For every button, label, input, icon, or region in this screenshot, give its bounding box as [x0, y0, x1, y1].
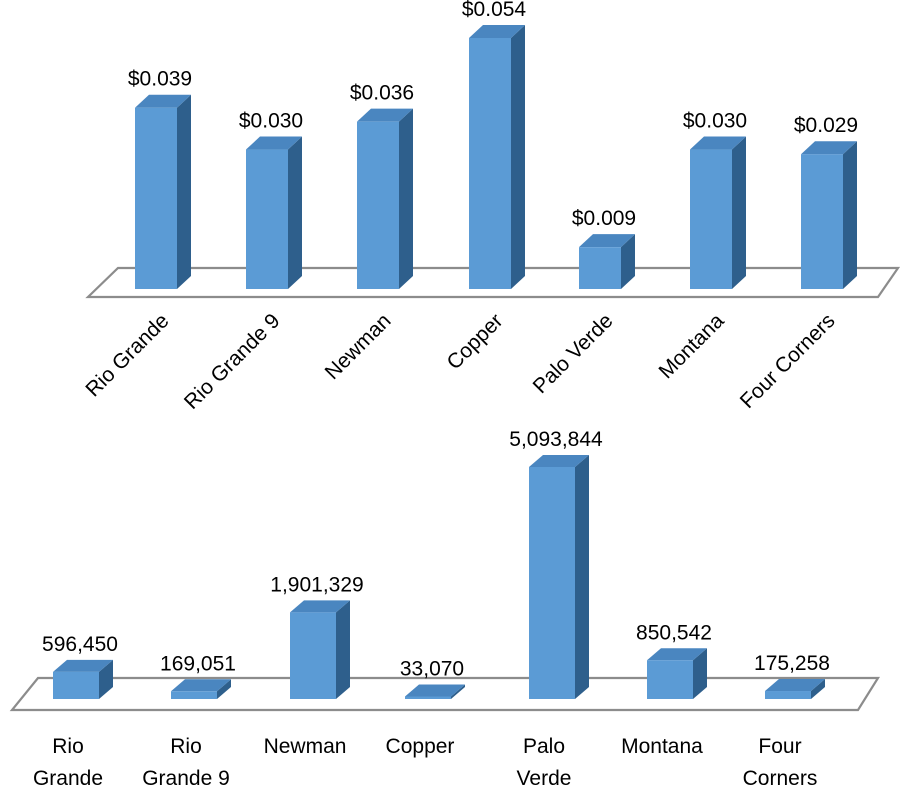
data-label: $0.030 [239, 110, 303, 133]
bar-front [357, 121, 399, 290]
bar-top [135, 94, 191, 108]
data-label: $0.009 [572, 207, 636, 230]
bar-four-corners [765, 679, 825, 699]
bar-front [690, 149, 732, 289]
bar-newman [290, 600, 350, 699]
bar-front [246, 149, 288, 289]
data-label: 850,542 [636, 621, 712, 644]
category-label: Copper [443, 309, 508, 374]
chart-cost-per-unit: $0.039 Rio Grande $0.030 Rio Grande 9 $0.036… [81, 0, 901, 414]
bar-four-corners [801, 141, 857, 289]
bar-montana [690, 136, 746, 289]
bar-side [336, 600, 350, 699]
category-label: Montana [654, 309, 728, 383]
category-label: Montana [621, 735, 703, 758]
data-label: 175,258 [754, 652, 830, 675]
bar-copper [469, 25, 525, 289]
data-label: 33,070 [400, 658, 464, 681]
category-label: Grande [33, 767, 103, 790]
bar-side [575, 455, 589, 699]
category-label: Newman [321, 309, 396, 384]
bar-palo-verde [529, 455, 589, 699]
bar-palo-verde [579, 234, 635, 289]
category-label: Four [758, 735, 801, 758]
bar-front [765, 691, 811, 699]
bar-front [801, 154, 843, 289]
bar-top [246, 136, 302, 150]
category-label: Rio Grande [81, 309, 173, 401]
bar-rio-grande-9 [171, 679, 231, 699]
chart-volume: 596,450 Rio Grande 169,051 Rio Grande 9 1,901,… [9, 428, 880, 790]
bar-front [647, 660, 693, 699]
bar-top [357, 108, 413, 122]
data-label: $0.030 [683, 110, 747, 133]
bar-front [405, 696, 451, 699]
data-label: $0.054 [462, 0, 527, 21]
bar-rio-grande [135, 94, 191, 289]
data-label: $0.029 [794, 114, 858, 137]
data-label: 169,051 [160, 652, 236, 675]
bar-front [53, 671, 99, 699]
bar-top [647, 648, 707, 661]
category-label: Copper [386, 735, 455, 758]
bar-rio-grande [53, 659, 113, 699]
bar-copper [405, 684, 465, 699]
bar-side [288, 136, 302, 289]
bar-side [451, 684, 465, 699]
bar-top [765, 679, 825, 692]
bar-top [53, 659, 113, 672]
bar-top [171, 679, 231, 692]
bar-side [732, 136, 746, 289]
category-label: Rio [170, 735, 202, 758]
bar-top [529, 455, 589, 467]
bar-side [511, 25, 525, 289]
bar-front [171, 691, 217, 699]
bar-top [801, 141, 857, 155]
data-label: 5,093,844 [509, 428, 603, 451]
bar-top [290, 600, 350, 613]
bar-side [99, 659, 113, 699]
bar-front [469, 38, 511, 289]
bar-side [843, 141, 857, 289]
bar-side [177, 94, 191, 289]
bar-front [290, 612, 336, 699]
bar-top [579, 234, 635, 248]
bar-side [811, 679, 825, 699]
category-label: Rio Grande 9 [180, 309, 285, 414]
bar-side [693, 648, 707, 699]
category-label: Grande 9 [142, 767, 230, 790]
data-label: $0.036 [350, 82, 414, 105]
bar-top [690, 136, 746, 150]
category-label: Four Corners [736, 309, 840, 413]
data-label: 1,901,329 [270, 573, 363, 596]
data-label: $0.039 [128, 68, 192, 91]
category-label: Rio [52, 735, 84, 758]
bar-rio-grande-9 [246, 136, 302, 289]
bar-front [529, 467, 575, 699]
bar-front [135, 107, 177, 289]
category-label: Verde [517, 767, 572, 790]
bar-side [399, 108, 413, 290]
category-label: Palo [523, 735, 565, 758]
bar-top [405, 684, 465, 697]
bar-montana [647, 648, 707, 699]
bar-side [621, 234, 635, 289]
category-label: Newman [264, 735, 347, 758]
bar-side [217, 679, 231, 699]
bar-newman [357, 108, 413, 290]
data-label: 596,450 [42, 633, 118, 656]
category-label: Corners [743, 767, 818, 790]
bar-front [579, 247, 621, 289]
category-label: Palo Verde [529, 309, 618, 398]
bar-top [469, 25, 525, 38]
